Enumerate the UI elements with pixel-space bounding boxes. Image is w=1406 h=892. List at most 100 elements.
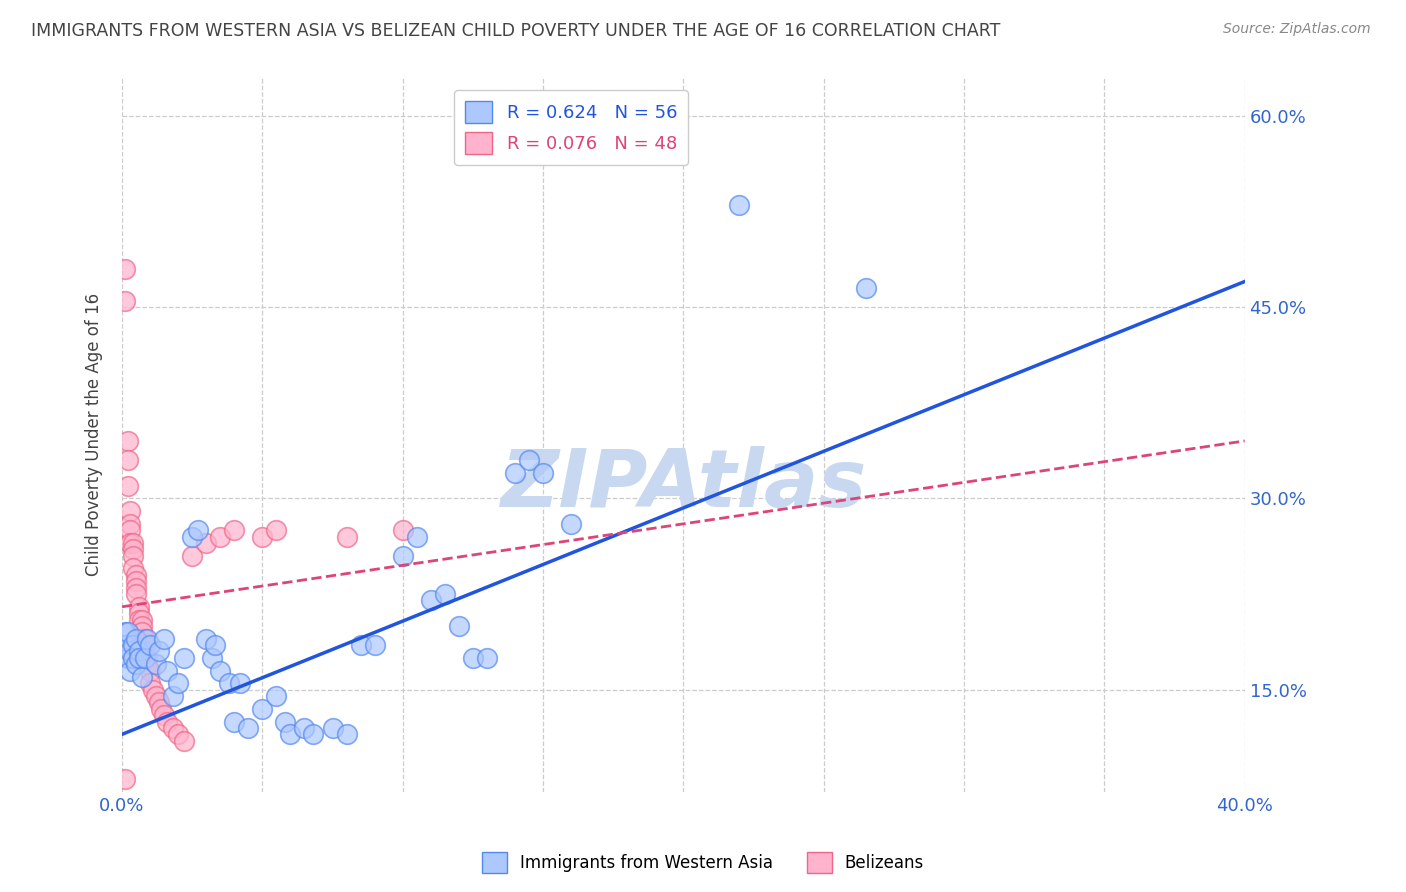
Point (139, 638, 162, 652)
Legend: Immigrants from Western Asia, Belizeans: Immigrants from Western Asia, Belizeans (475, 846, 931, 880)
Point (181, 530, 204, 544)
Point (167, 676, 190, 690)
Point (122, 561, 145, 575)
Point (204, 638, 226, 652)
Point (125, 632, 148, 646)
Point (252, 702, 274, 716)
Point (114, 625, 136, 640)
Point (125, 657, 148, 672)
Point (131, 670, 153, 684)
Point (134, 632, 156, 646)
Point (322, 721, 344, 735)
Point (114, 638, 136, 652)
Point (294, 721, 316, 735)
Point (120, 504, 142, 518)
Point (128, 644, 150, 658)
Point (181, 549, 204, 563)
Point (433, 587, 456, 601)
Point (419, 593, 441, 607)
Point (153, 708, 176, 723)
Point (224, 523, 246, 537)
Point (128, 650, 150, 665)
Point (531, 466, 554, 480)
Point (148, 644, 170, 658)
Point (122, 549, 145, 563)
Point (252, 530, 274, 544)
Point (335, 727, 357, 741)
Point (162, 721, 184, 735)
Point (156, 714, 179, 729)
Point (855, 281, 877, 295)
Point (229, 676, 252, 690)
Point (266, 523, 288, 537)
Point (201, 650, 224, 665)
Point (391, 523, 413, 537)
Point (117, 625, 139, 640)
Point (128, 606, 150, 620)
Point (117, 434, 139, 448)
Point (209, 664, 232, 678)
Point (560, 516, 582, 531)
Point (173, 733, 195, 747)
Point (517, 453, 540, 467)
Point (266, 689, 288, 703)
Point (125, 581, 148, 595)
Point (117, 650, 139, 665)
Point (302, 727, 325, 741)
Point (142, 682, 165, 697)
Point (122, 638, 145, 652)
Point (405, 530, 427, 544)
Point (363, 638, 385, 652)
Point (134, 644, 156, 658)
Point (156, 664, 179, 678)
Point (120, 516, 142, 531)
Point (117, 478, 139, 492)
Point (145, 657, 167, 672)
Text: ZIPAtlas: ZIPAtlas (501, 446, 866, 524)
Point (195, 536, 218, 550)
Point (173, 650, 195, 665)
Point (122, 542, 145, 557)
Point (391, 549, 413, 563)
Point (274, 714, 297, 729)
Point (238, 721, 260, 735)
Point (224, 714, 246, 729)
Point (125, 574, 148, 589)
Point (136, 632, 159, 646)
Point (153, 632, 176, 646)
Point (195, 632, 218, 646)
Point (117, 453, 139, 467)
Point (128, 599, 150, 614)
Point (120, 664, 142, 678)
Point (125, 587, 148, 601)
Point (114, 772, 136, 786)
Point (475, 650, 498, 665)
Point (136, 650, 159, 665)
Point (335, 530, 357, 544)
Point (122, 650, 145, 665)
Point (162, 689, 184, 703)
Point (461, 650, 484, 665)
Point (167, 727, 190, 741)
Text: Source: ZipAtlas.com: Source: ZipAtlas.com (1223, 22, 1371, 37)
Point (120, 644, 142, 658)
Point (134, 638, 156, 652)
Point (131, 625, 153, 640)
Point (728, 198, 751, 212)
Point (131, 619, 153, 633)
Point (145, 689, 167, 703)
Point (136, 657, 159, 672)
Point (447, 619, 470, 633)
Point (122, 536, 145, 550)
Point (131, 613, 153, 627)
Point (134, 650, 156, 665)
Point (114, 293, 136, 308)
Point (218, 676, 240, 690)
Legend: R = 0.624   N = 56, R = 0.076   N = 48: R = 0.624 N = 56, R = 0.076 N = 48 (454, 90, 688, 165)
Point (139, 664, 162, 678)
Point (125, 567, 148, 582)
Point (114, 261, 136, 276)
Point (120, 523, 142, 537)
Point (148, 695, 170, 709)
Text: IMMIGRANTS FROM WESTERN ASIA VS BELIZEAN CHILD POVERTY UNDER THE AGE OF 16 CORRE: IMMIGRANTS FROM WESTERN ASIA VS BELIZEAN… (31, 22, 1000, 40)
